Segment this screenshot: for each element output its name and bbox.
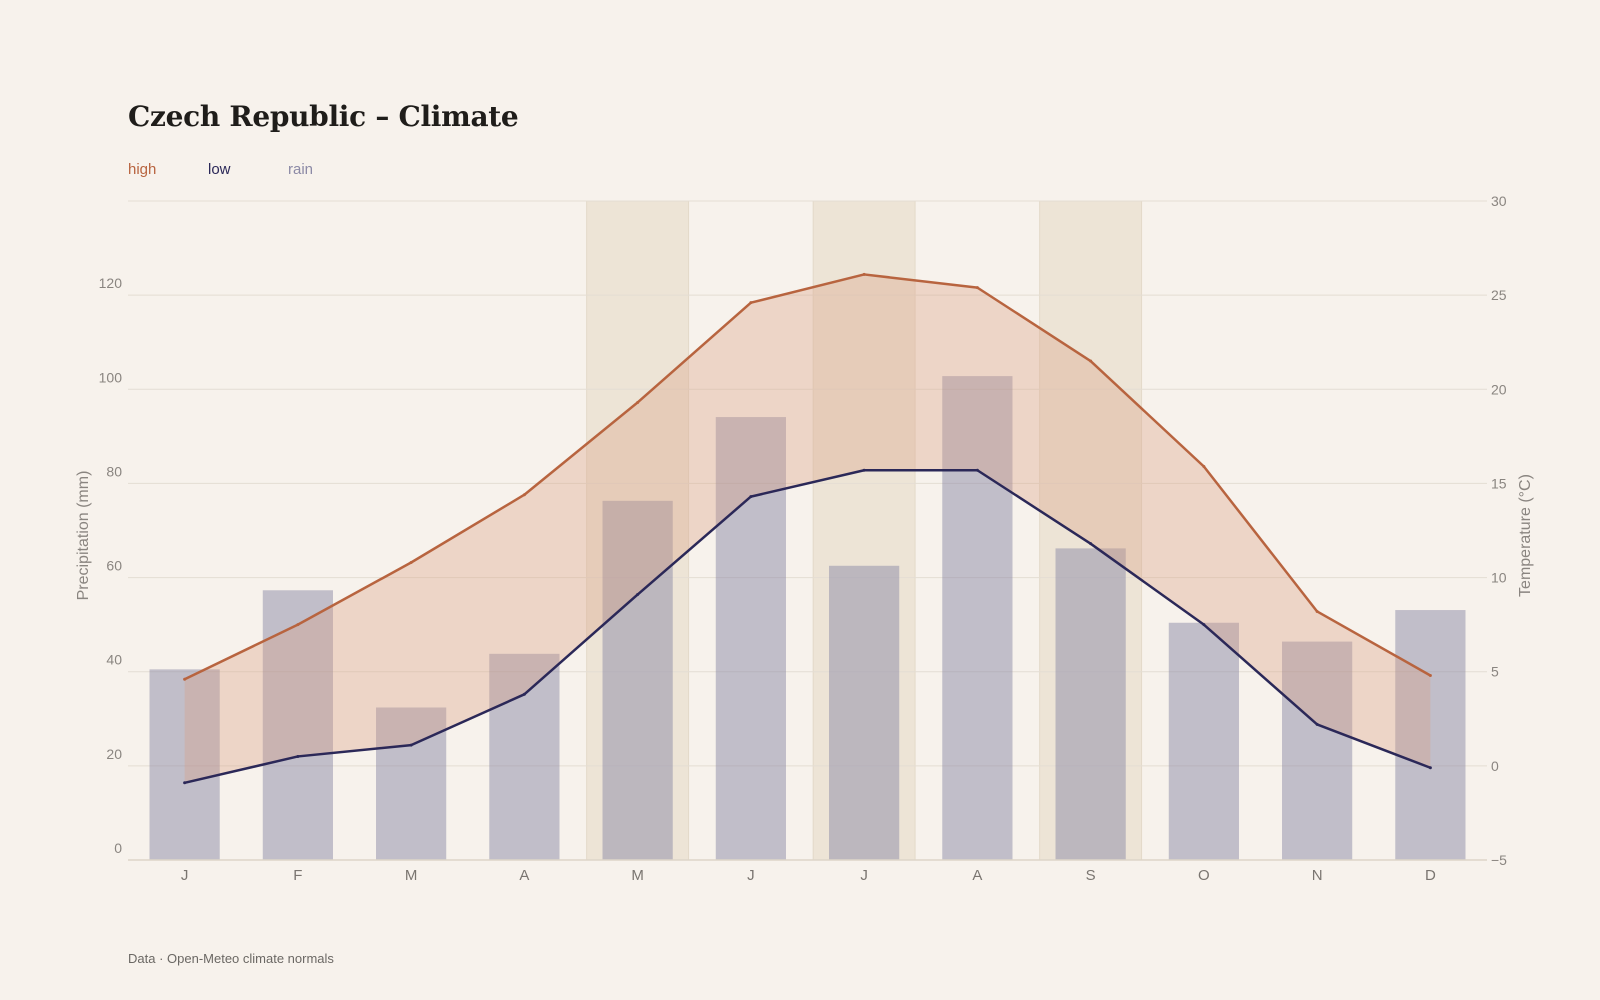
month-label: A xyxy=(972,867,982,884)
high-point xyxy=(1428,673,1432,677)
rain-bar xyxy=(602,500,673,860)
rain-bar xyxy=(149,669,220,860)
high-point xyxy=(183,677,187,681)
month-label: A xyxy=(519,867,529,884)
low-point xyxy=(409,743,413,747)
left-tick-label: 100 xyxy=(99,369,123,385)
chart-title: Czech Republic – Climate xyxy=(128,100,519,133)
left-tick-label: 120 xyxy=(99,275,123,291)
rain-bar xyxy=(1282,641,1353,860)
high-point xyxy=(1315,609,1319,613)
month-label: J xyxy=(860,867,868,884)
y-axis-left-label: Precipitation (mm) xyxy=(75,471,92,601)
high-point xyxy=(1202,464,1206,468)
month-label: O xyxy=(1198,867,1210,884)
month-label: J xyxy=(181,867,189,884)
low-point xyxy=(1428,766,1432,770)
right-tick-label: 10 xyxy=(1491,570,1507,586)
month-label: M xyxy=(405,867,418,884)
right-tick-label: −5 xyxy=(1491,852,1507,868)
month-label: M xyxy=(631,867,644,884)
rain-bar xyxy=(829,565,900,860)
rain-bar xyxy=(1055,548,1126,860)
high-point xyxy=(749,301,753,305)
temperature-range-area xyxy=(184,274,1431,783)
low-point xyxy=(636,593,640,597)
right-tick-label: 30 xyxy=(1491,193,1507,209)
left-tick-label: 20 xyxy=(106,746,122,762)
month-label: D xyxy=(1425,867,1436,884)
low-point xyxy=(1202,623,1206,627)
month-label: J xyxy=(747,867,755,884)
left-tick-label: 0 xyxy=(114,840,122,856)
source-note: Data · Open-Meteo climate normals xyxy=(128,951,334,966)
rain-bar xyxy=(489,653,560,860)
low-point xyxy=(862,468,866,472)
legend-rain: rain xyxy=(288,161,314,178)
high-point xyxy=(975,286,979,290)
rain-bar xyxy=(942,376,1013,860)
left-tick-label: 80 xyxy=(106,463,122,479)
high-point xyxy=(522,493,526,497)
rain-bar xyxy=(1395,610,1466,860)
right-tick-label: 20 xyxy=(1491,381,1507,397)
high-point xyxy=(636,400,640,404)
low-point xyxy=(1315,722,1319,726)
rain-bar xyxy=(1168,622,1239,860)
low-point xyxy=(975,468,979,472)
high-point xyxy=(862,272,866,276)
right-tick-label: 0 xyxy=(1491,758,1499,774)
high-point xyxy=(296,623,300,627)
right-tick-label: 25 xyxy=(1491,287,1507,303)
high-point xyxy=(1089,359,1093,363)
month-label: S xyxy=(1086,867,1096,884)
high-temperature-line xyxy=(184,273,1431,681)
low-temperature-line xyxy=(184,468,1431,785)
high-point xyxy=(409,561,413,565)
low-point xyxy=(296,754,300,758)
legend-low: low xyxy=(208,161,231,178)
low-point xyxy=(183,781,187,785)
month-label: N xyxy=(1312,867,1323,884)
right-tick-label: 5 xyxy=(1491,664,1499,680)
right-tick-label: 15 xyxy=(1491,475,1507,491)
month-label: F xyxy=(293,867,302,884)
left-tick-label: 60 xyxy=(106,558,122,574)
y-axis-right-label: Temperature (°C) xyxy=(1517,474,1534,597)
low-point xyxy=(522,692,526,696)
rain-bar xyxy=(376,707,447,860)
left-tick-label: 40 xyxy=(106,652,122,668)
low-point xyxy=(1089,542,1093,546)
low-point xyxy=(749,495,753,499)
legend-high: high xyxy=(128,161,157,178)
